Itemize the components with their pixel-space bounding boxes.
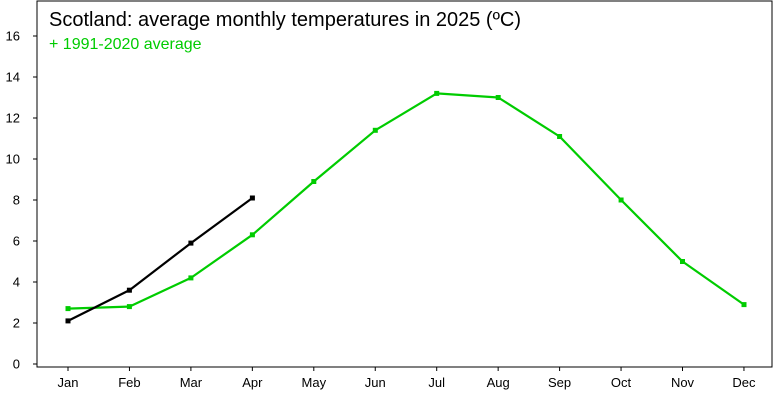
x-tick-label: Jan: [58, 375, 79, 390]
series-layer: [65, 90, 747, 324]
x-tick-label: Aug: [487, 375, 510, 390]
x-tick-label: Feb: [118, 375, 140, 390]
data-point-1991-2020-average: [557, 134, 563, 139]
y-tick-label: 2: [13, 316, 20, 331]
y-tick-label: 0: [13, 357, 20, 372]
data-point-1991-2020-average: [680, 259, 685, 264]
data-point-1991-2020-average: [249, 232, 255, 238]
y-axis: 0 2 4 6 8 10 12 14 16: [6, 29, 37, 372]
data-point-1991-2020-average: [741, 302, 747, 308]
data-point-1991-2020-average: [65, 306, 71, 312]
x-tick-label: Jul: [428, 375, 445, 390]
x-tick-label: Sep: [548, 375, 571, 390]
y-tick-label: 10: [6, 152, 20, 167]
x-tick-label: Dec: [732, 375, 756, 390]
series-line-2025: [66, 196, 254, 322]
data-point-2025: [188, 240, 194, 246]
data-point-1991-2020-average: [372, 127, 378, 133]
x-tick-label: Nov: [671, 375, 695, 390]
chart-title: Scotland: average monthly temperatures i…: [49, 9, 521, 31]
y-tick-label: 6: [13, 234, 20, 249]
data-point-1991-2020-average: [618, 197, 624, 203]
data-point-1991-2020-average: [434, 90, 440, 96]
x-axis: Jan Feb Mar Apr May Jun Jul Aug Sep Oct Nov Dec: [58, 367, 756, 390]
x-tick-label: May: [302, 375, 327, 390]
x-tick-label: Jun: [365, 375, 386, 390]
plot-area-frame: [36, 0, 773, 368]
x-tick-label: Mar: [180, 375, 203, 390]
x-tick-label: Apr: [242, 375, 263, 390]
y-tick-label: 8: [13, 193, 20, 208]
y-tick-label: 16: [6, 29, 20, 44]
data-point-2025: [249, 195, 255, 201]
y-tick-label: 12: [6, 111, 20, 126]
y-tick-label: 14: [6, 70, 20, 85]
x-tick-label: Oct: [611, 375, 632, 390]
series-line-1991-2020-average: [66, 92, 746, 310]
series-1991-2020-average: [65, 90, 747, 312]
data-point-1991-2020-average: [311, 179, 317, 184]
data-point-1991-2020-average: [188, 275, 194, 281]
series-2025: [65, 195, 255, 324]
data-point-1991-2020-average: [495, 95, 501, 100]
y-tick-label: 4: [13, 275, 20, 290]
chart-subtitle: + 1991-2020 average: [49, 36, 202, 53]
data-point-2025: [126, 287, 132, 293]
data-point-1991-2020-average: [126, 304, 132, 310]
data-point-2025: [65, 318, 71, 324]
